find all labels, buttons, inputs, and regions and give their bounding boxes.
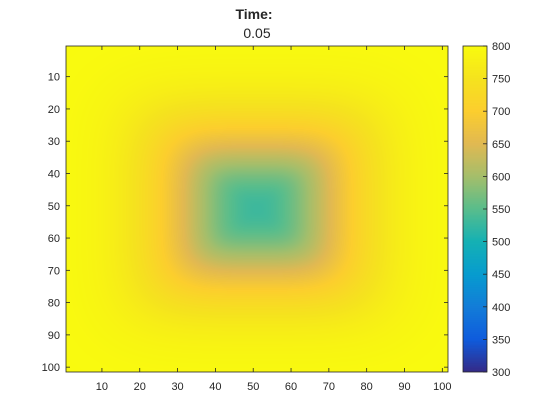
chart-subtitle: 0.05	[243, 25, 270, 41]
x-axis: 10 20 30 40 50 60 70 80 90 100	[96, 46, 452, 393]
x-tick-label: 20	[134, 381, 146, 393]
y-tick-label: 80	[48, 298, 60, 310]
x-tick-label: 10	[96, 381, 108, 393]
y-tick-label: 90	[48, 330, 60, 342]
colorbar-tick-label: 800	[492, 41, 510, 53]
colorbar-tick-label: 750	[492, 74, 510, 86]
colorbar: 300 350 400 450 500 550 600 650 700 750 800	[462, 41, 510, 379]
y-tick-label: 50	[48, 201, 60, 213]
colorbar-tick-label: 350	[492, 334, 510, 346]
plot-frame	[65, 45, 449, 373]
x-tick-label: 90	[398, 381, 410, 393]
colorbar-tick-label: 550	[492, 204, 510, 216]
heatmap-plot-area: 10 20 30 40 50 60 70 80 90 100 10 20 30 40 50 60 70 80 90…	[42, 45, 452, 393]
colorbar-tick-label: 450	[492, 269, 510, 281]
colorbar-tick-label: 600	[492, 171, 510, 183]
y-tick-label: 30	[48, 136, 60, 148]
heatmap-image	[66, 46, 448, 372]
y-tick-label: 10	[48, 72, 60, 84]
colorbar-tick-label: 500	[492, 237, 510, 249]
colorbar-tick-label: 650	[492, 139, 510, 151]
colorbar-tick-label: 300	[492, 367, 510, 379]
x-tick-label: 100	[433, 381, 451, 393]
y-tick-label: 40	[48, 168, 60, 180]
chart-title: Time:	[235, 6, 272, 22]
x-tick-label: 40	[209, 381, 221, 393]
x-tick-label: 70	[323, 381, 335, 393]
y-tick-label: 100	[42, 362, 60, 374]
colorbar-axis: 300 350 400 450 500 550 600 650 700 750 800	[483, 41, 510, 379]
x-tick-label: 80	[361, 381, 373, 393]
x-tick-label: 30	[171, 381, 183, 393]
x-tick-label: 50	[247, 381, 259, 393]
colorbar-tick-label: 700	[492, 106, 510, 118]
y-tick-label: 60	[48, 233, 60, 245]
y-tick-label: 20	[48, 104, 60, 116]
y-axis: 10 20 30 40 50 60 70 80 90 100	[42, 72, 448, 374]
y-tick-label: 70	[48, 265, 60, 277]
x-tick-label: 60	[285, 381, 297, 393]
colorbar-tick-label: 400	[492, 302, 510, 314]
